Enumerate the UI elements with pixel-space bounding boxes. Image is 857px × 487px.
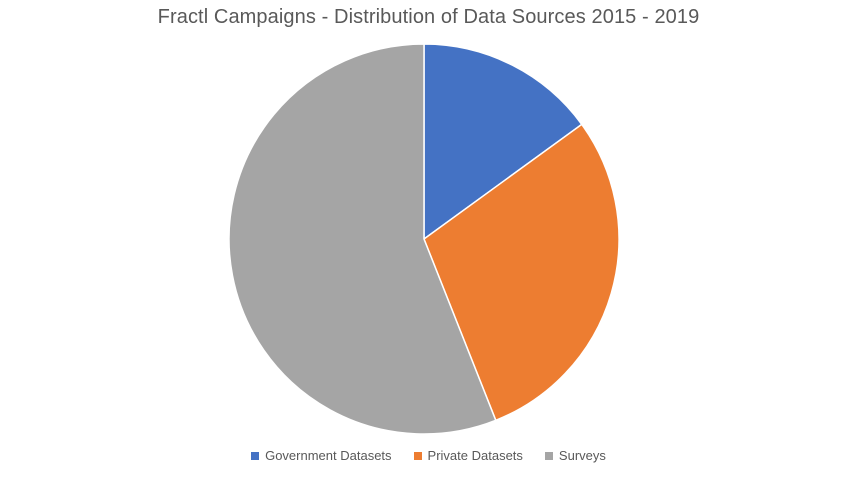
legend-swatch-surveys xyxy=(544,451,553,460)
legend-item-government-datasets: Government Datasets xyxy=(251,448,392,463)
legend-swatch-government-datasets xyxy=(251,451,260,460)
chart-title: Fractl Campaigns - Distribution of Data … xyxy=(157,6,700,28)
pie-slice-government-datasets xyxy=(423,43,583,240)
legend-label-private-datasets: Private Datasets xyxy=(427,448,523,463)
legend-label-government-datasets: Government Datasets xyxy=(265,448,392,463)
legend-item-surveys: Surveys xyxy=(544,448,606,463)
legend: Government Datasets Private Datasets Surve… xyxy=(0,448,857,463)
pie-slice-surveys xyxy=(228,43,497,435)
legend-swatch-private-datasets xyxy=(413,451,422,460)
legend-item-private-datasets: Private Datasets xyxy=(413,448,523,463)
pie-slice-private-datasets xyxy=(423,123,620,422)
legend-label-surveys: Surveys xyxy=(558,448,606,463)
